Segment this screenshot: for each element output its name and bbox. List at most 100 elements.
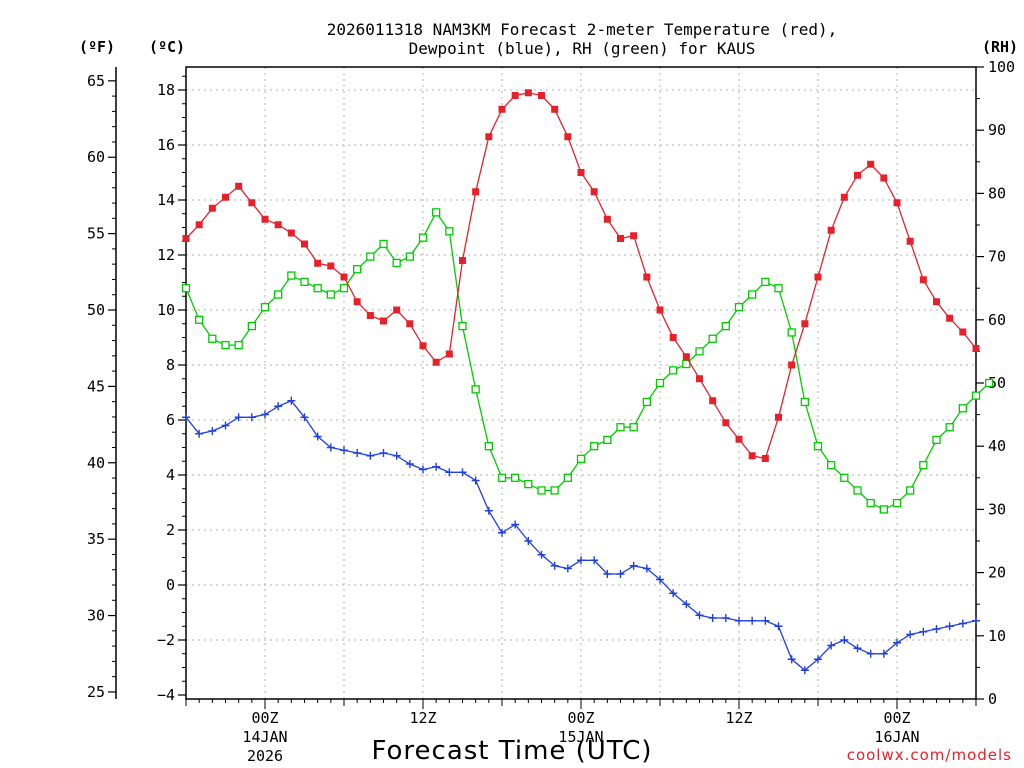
rh-point <box>353 265 362 274</box>
dewpoint-point <box>498 528 506 537</box>
dewpoint-point <box>537 550 546 559</box>
celsius-tick-label: 10 <box>157 301 175 319</box>
rh-point <box>892 498 902 508</box>
temperature-point <box>551 105 559 113</box>
rh-point <box>471 385 480 394</box>
temperature-point <box>761 455 769 462</box>
celsius-tick-label: 0 <box>166 576 175 594</box>
temperature-point <box>432 358 440 366</box>
dewpoint-point <box>221 421 230 430</box>
dewpoint-point <box>234 413 243 422</box>
dewpoint-point <box>616 570 625 578</box>
temperature-point <box>274 221 282 229</box>
dewpoint-point <box>840 636 849 644</box>
rh-point <box>721 321 730 331</box>
dewpoint-point <box>669 589 678 598</box>
rh-point <box>985 378 994 388</box>
rh-point <box>445 227 454 236</box>
dewpoint-point <box>511 520 520 529</box>
temperature-point <box>419 342 427 350</box>
dewpoint-point <box>458 468 467 477</box>
temperature-point <box>340 273 348 281</box>
temperature-point <box>459 257 466 264</box>
rh-point <box>827 461 836 470</box>
temperature-point <box>814 273 822 281</box>
dewpoint-point <box>642 564 651 573</box>
rh-point <box>590 442 599 451</box>
fahrenheit-axis: 25 30 35 40 45 50 55 60 65 <box>87 67 117 701</box>
series-layer <box>181 89 994 675</box>
dewpoint-point <box>392 451 401 460</box>
rh-point <box>392 258 401 268</box>
temperature-point <box>222 193 229 201</box>
temperature-point <box>867 160 875 168</box>
rh-point <box>550 486 559 495</box>
rh-unit-label: (RH) <box>982 38 1018 56</box>
rh-point <box>300 277 309 287</box>
temperature-point <box>366 312 374 319</box>
temperature-point <box>959 328 967 336</box>
temperature-point <box>261 215 269 223</box>
temperature-point <box>445 350 453 358</box>
temperature-point <box>801 320 809 328</box>
rh-axis: 0 10 20 30 40 50 60 70 80 90 100 <box>976 58 1015 708</box>
dewpoint-point <box>866 649 875 658</box>
dewpoint-point <box>774 622 783 631</box>
temperature-point <box>617 235 624 242</box>
temperature-point <box>248 199 256 207</box>
fahrenheit-tick-label: 55 <box>87 225 105 243</box>
rh-tick-label: 20 <box>988 564 1006 582</box>
temperature-point <box>946 314 954 322</box>
celsius-tick-label: 2 <box>166 521 175 539</box>
dewpoint-point <box>958 619 967 628</box>
rh-point <box>695 347 704 356</box>
dewpoint-point <box>800 666 809 675</box>
rh-point <box>958 404 967 413</box>
dewpoint-point <box>748 616 757 625</box>
temperature-point <box>577 169 585 176</box>
rh-point <box>906 486 915 495</box>
fahrenheit-tick-label: 35 <box>87 530 105 548</box>
temperature-point <box>393 306 401 314</box>
dewpoint-point <box>972 616 980 625</box>
celsius-tick-label: 12 <box>157 246 175 264</box>
rh-point <box>642 397 651 407</box>
temperature-point <box>722 419 730 427</box>
dewpoint-point <box>919 627 928 636</box>
date-tick-label: 15JAN <box>558 728 603 746</box>
temperature-point <box>893 199 901 207</box>
dewpoint-point <box>893 638 901 647</box>
dewpoint-point <box>274 402 283 411</box>
rh-tick-label: 0 <box>988 690 997 708</box>
dewpoint-point <box>906 630 915 639</box>
celsius-tick-label: 4 <box>166 466 175 484</box>
rh-line <box>185 211 990 511</box>
temperature-point <box>696 375 703 383</box>
temperature-point <box>353 298 361 306</box>
rh-tick-label: 100 <box>988 58 1015 76</box>
dewpoint-point <box>300 413 309 422</box>
dewpoint-point <box>945 622 954 631</box>
rh-point <box>484 442 493 451</box>
temperature-point <box>208 204 216 212</box>
fahrenheit-tick-label: 30 <box>87 607 105 625</box>
temperature-point <box>485 133 493 141</box>
rh-tick-label: 70 <box>988 248 1006 266</box>
temperature-series <box>182 89 980 462</box>
date-tick-label: 16JAN <box>874 728 919 746</box>
temperature-point <box>380 317 387 325</box>
rh-point <box>945 423 954 432</box>
dewpoint-point <box>932 625 941 633</box>
dewpoint-point <box>603 570 612 578</box>
rh-tick-label: 80 <box>988 184 1006 202</box>
celsius-tick-label: 8 <box>166 356 175 374</box>
dewpoint-point <box>432 462 441 471</box>
fahrenheit-tick-label: 60 <box>87 148 105 166</box>
x-axis-label: Forecast Time (UTC) <box>371 736 652 766</box>
time-tick-label: 00Z <box>251 709 278 727</box>
dewpoint-point <box>419 465 427 474</box>
celsius-tick-label: −4 <box>157 686 175 704</box>
temperature-point <box>630 232 638 240</box>
dewpoint-point <box>405 460 414 468</box>
